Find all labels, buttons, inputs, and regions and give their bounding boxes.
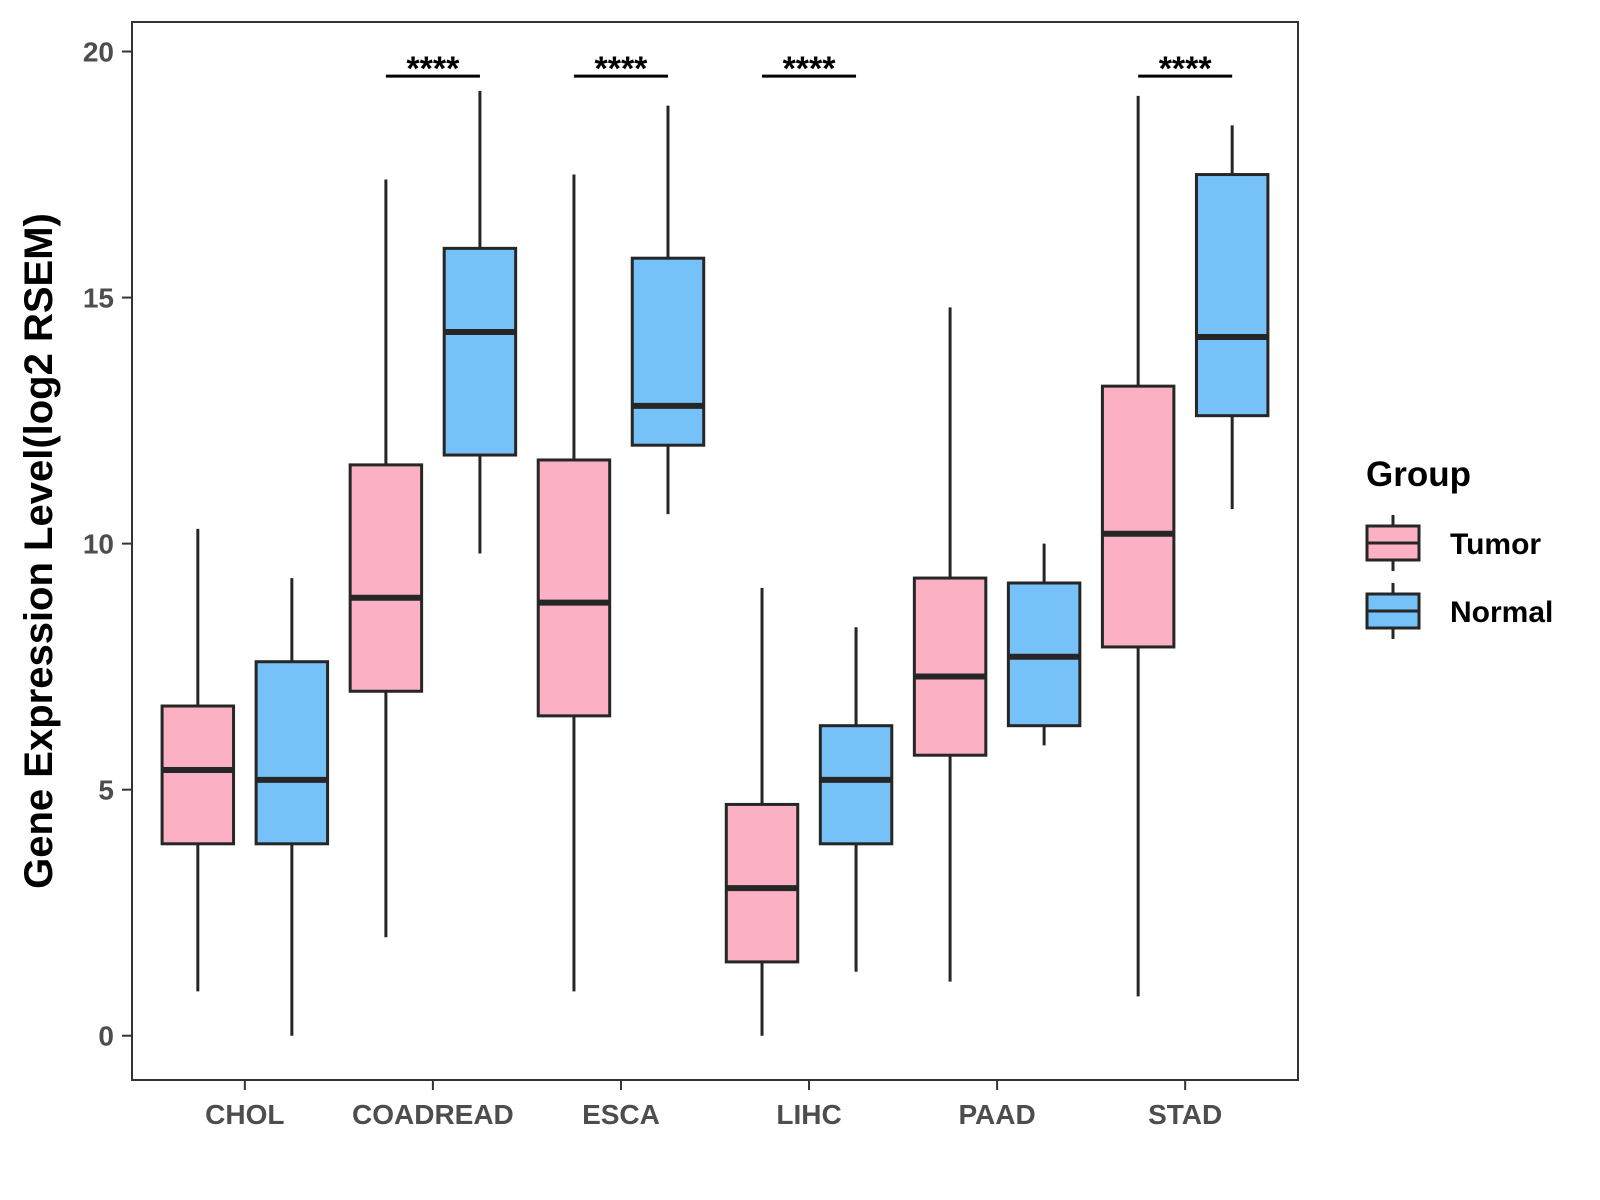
significance-coadread: **** bbox=[385, 50, 480, 88]
legend-title: Group bbox=[1366, 455, 1471, 494]
significance-layer: **** **** **** **** bbox=[385, 50, 1233, 88]
box-normal-stad bbox=[1194, 125, 1270, 510]
y-axis: 0 5 10 15 20 bbox=[83, 37, 132, 1052]
significance-label: **** bbox=[406, 50, 460, 88]
box-body bbox=[442, 246, 518, 457]
box-body bbox=[348, 463, 424, 693]
legend: Group Tumor Normal bbox=[1365, 455, 1553, 639]
y-tick-label: 0 bbox=[98, 1021, 114, 1052]
box-body bbox=[724, 802, 800, 964]
box-tumor-coadread bbox=[348, 179, 424, 938]
significance-label: **** bbox=[783, 50, 837, 88]
legend-item-normal: Normal bbox=[1365, 583, 1553, 639]
box-body bbox=[912, 576, 988, 757]
x-tick-label: ESCA bbox=[582, 1099, 660, 1130]
y-tick-label: 10 bbox=[83, 529, 114, 560]
box-tumor-lihc bbox=[724, 587, 800, 1036]
legend-item-tumor: Tumor bbox=[1365, 515, 1541, 571]
x-tick-label: PAAD bbox=[958, 1099, 1035, 1130]
box-normal-coadread bbox=[442, 90, 518, 554]
box-tumor-esca bbox=[536, 174, 612, 992]
significance-lihc: **** bbox=[762, 50, 857, 88]
x-tick-label: COADREAD bbox=[352, 1099, 514, 1130]
box-body bbox=[536, 458, 612, 718]
box-body bbox=[160, 704, 236, 846]
y-tick-label: 15 bbox=[83, 283, 114, 314]
box-normal-esca bbox=[630, 105, 706, 515]
box-normal-lihc bbox=[818, 627, 894, 972]
box-body bbox=[1194, 173, 1270, 418]
significance-label: **** bbox=[594, 50, 648, 88]
legend-label: Tumor bbox=[1450, 528, 1541, 561]
significance-label: **** bbox=[1159, 50, 1213, 88]
box-body bbox=[630, 256, 706, 447]
x-tick-label: CHOL bbox=[205, 1099, 284, 1130]
x-tick-label: STAD bbox=[1148, 1099, 1222, 1130]
box-layer bbox=[160, 90, 1270, 1036]
y-tick-label: 5 bbox=[98, 775, 114, 806]
box-body bbox=[254, 660, 330, 846]
box-body bbox=[818, 724, 894, 846]
x-tick-label: LIHC bbox=[776, 1099, 841, 1130]
box-tumor-stad bbox=[1100, 95, 1176, 997]
box-tumor-paad bbox=[912, 307, 988, 982]
significance-esca: **** bbox=[573, 50, 668, 88]
box-normal-paad bbox=[1006, 543, 1082, 746]
x-axis: CHOL COADREAD ESCA LIHC PAAD STAD bbox=[205, 1080, 1222, 1130]
legend-label: Normal bbox=[1450, 596, 1553, 629]
box-normal-chol bbox=[254, 578, 330, 1036]
box-body bbox=[1100, 384, 1176, 649]
box-tumor-chol bbox=[160, 528, 236, 992]
y-tick-label: 20 bbox=[83, 37, 114, 68]
significance-stad: **** bbox=[1138, 50, 1233, 88]
y-axis-title: Gene Expression Level(log2 RSEM) bbox=[17, 213, 61, 889]
